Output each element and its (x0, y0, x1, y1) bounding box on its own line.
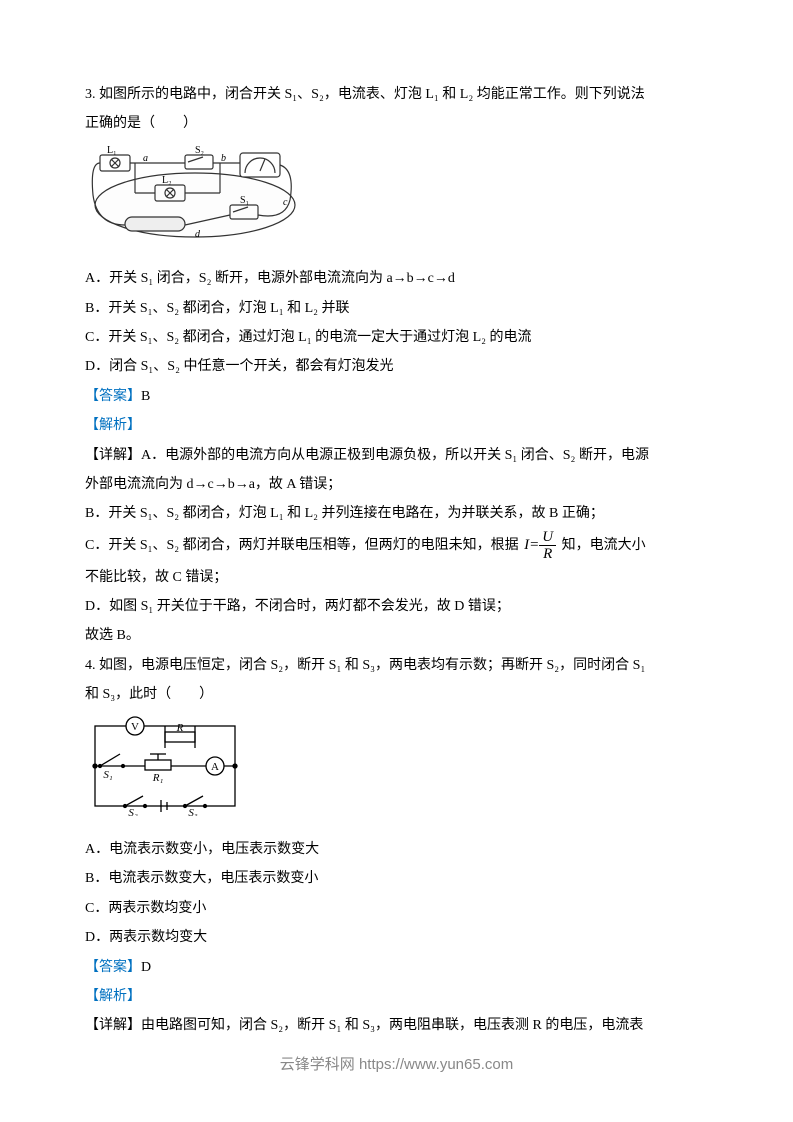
circuit-1-svg: L₁ L₂ S₂ S₁ a b c d (85, 145, 305, 245)
answer-label-2: 【答案】 (85, 960, 141, 975)
q3-detail-c2: 不能比较，故 C 错误； (85, 563, 708, 592)
q3-detail-a2: 外部电流流向为 d→c→b→a，故 A 错误； (85, 470, 708, 499)
label-S2b: S₂ (128, 807, 138, 816)
analysis-label: 【解析】 (85, 418, 141, 433)
formula-eq: = (529, 537, 539, 553)
q3-circuit-diagram: L₁ L₂ S₂ S₁ a b c d (85, 145, 708, 256)
q4-option-a: A．电流表示数变小，电压表示数变大 (85, 835, 708, 864)
analysis-label-2: 【解析】 (85, 989, 141, 1004)
q3-stem-line2: 正确的是（ ） (85, 109, 708, 138)
q3-option-b: B．开关 S₁、S₂ 都闭合，灯泡 L₁ 和 L₂ 并联 (85, 294, 708, 323)
q3-option-a: A．开关 S₁ 闭合，S₂ 断开，电源外部电流流向为 a→b→c→d (85, 264, 708, 293)
q3-option-d: D．闭合 S₁、S₂ 中任意一个开关，都会有灯泡发光 (85, 352, 708, 381)
q4-circuit-diagram: V A R R₁ S₁ S₂ S₃ (85, 716, 708, 827)
q4-detail-1: 【详解】由电路图可知，闭合 S₂，断开 S₁ 和 S₃，两电阻串联，电压表测 R… (85, 1011, 708, 1040)
q4-option-b: B．电流表示数变大，电压表示数变小 (85, 864, 708, 893)
formula-num: U (539, 529, 556, 547)
label-S3: S₃ (188, 807, 198, 816)
formula-fraction: UR (539, 529, 556, 563)
label-V: V (131, 721, 139, 733)
label-b: b (221, 153, 226, 164)
q4-option-c: C．两表示数均变小 (85, 894, 708, 923)
answer-label: 【答案】 (85, 389, 141, 404)
q3-option-c: C．开关 S₁、S₂ 都闭合，通过灯泡 L₁ 的电流一定大于通过灯泡 L₂ 的电… (85, 323, 708, 352)
q4-analysis-label: 【解析】 (85, 982, 708, 1011)
q3-answer-line: 【答案】B (85, 382, 708, 411)
q3-analysis-label: 【解析】 (85, 411, 708, 440)
label-A: A (211, 761, 219, 773)
formula-den: R (539, 546, 556, 563)
label-S1b: S₁ (103, 769, 113, 781)
circuit-2-svg: V A R R₁ S₁ S₂ S₃ (85, 716, 245, 816)
label-R1: R₁ (152, 772, 164, 784)
label-S1: S₁ (240, 195, 249, 206)
label-S2: S₂ (195, 145, 204, 156)
q3-detail-a1: 【详解】A．电源外部的电流方向从电源正极到电源负极，所以开关 S₁ 闭合、S₂ … (85, 441, 708, 470)
q3-detail-b: B．开关 S₁、S₂ 都闭合，灯泡 L₁ 和 L₂ 并列连接在电路在，为并联关系… (85, 499, 708, 528)
page-footer: 云锋学科网 https://www.yun65.com (0, 1053, 793, 1074)
page-content: 3. 如图所示的电路中，闭合开关 S₁、S₂，电流表、灯泡 L₁ 和 L₂ 均能… (0, 0, 793, 1101)
q3-detail-c1b: 知，电流大小 (562, 538, 646, 553)
label-c: c (283, 197, 288, 208)
label-R: R (176, 722, 184, 734)
q3-answer: B (141, 389, 150, 404)
q3-choose: 故选 B。 (85, 621, 708, 650)
q4-stem-line1: 4. 如图，电源电压恒定，闭合 S₂，断开 S₁ 和 S₃，两电表均有示数；再断… (85, 651, 708, 680)
q4-answer: D (141, 960, 151, 975)
label-L2: L₂ (162, 175, 172, 186)
q4-option-d: D．两表示数均变大 (85, 923, 708, 952)
q4-stem-line2: 和 S₃，此时（ ） (85, 680, 708, 709)
formula-I-eq-U-over-R: I=UR (524, 529, 556, 563)
label-L1: L₁ (107, 145, 117, 156)
q4-answer-line: 【答案】D (85, 953, 708, 982)
q3-detail-d: D．如图 S₁ 开关位于干路，不闭合时，两灯都不会发光，故 D 错误； (85, 592, 708, 621)
label-a: a (143, 153, 148, 164)
q3-stem-line1: 3. 如图所示的电路中，闭合开关 S₁、S₂，电流表、灯泡 L₁ 和 L₂ 均能… (85, 80, 708, 109)
q3-detail-c1a: C．开关 S₁、S₂ 都闭合，两灯并联电压相等，但两灯的电阻未知，根据 (85, 538, 519, 553)
q3-detail-c1: C．开关 S₁、S₂ 都闭合，两灯并联电压相等，但两灯的电阻未知，根据 I=UR… (85, 529, 708, 563)
